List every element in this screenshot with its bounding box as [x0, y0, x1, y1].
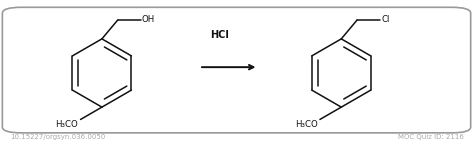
Text: H₃CO: H₃CO	[55, 120, 78, 129]
Text: HCl: HCl	[210, 30, 229, 40]
Text: OH: OH	[142, 15, 155, 25]
FancyBboxPatch shape	[2, 7, 471, 133]
Text: Cl: Cl	[381, 15, 390, 25]
Text: H₃CO: H₃CO	[295, 120, 318, 129]
Text: 10.15227/orgsyn.036.0050: 10.15227/orgsyn.036.0050	[10, 134, 106, 140]
Text: MOC Quiz ID: 2116: MOC Quiz ID: 2116	[398, 134, 464, 140]
